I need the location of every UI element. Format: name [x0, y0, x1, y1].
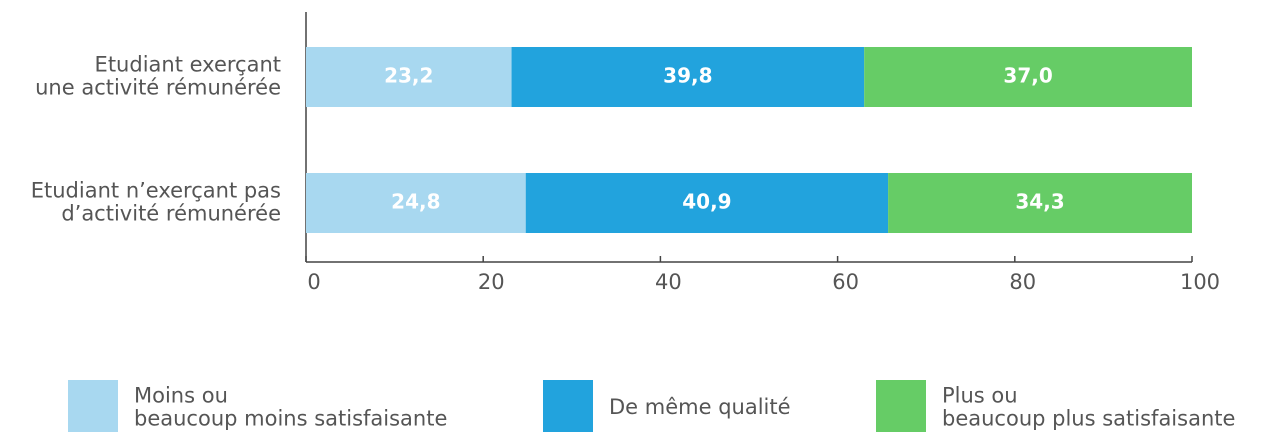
- x-tick-label: 60: [832, 270, 859, 294]
- bar-segment: [306, 173, 526, 233]
- data-label: 37,0: [1003, 64, 1052, 88]
- bar-segment: [525, 173, 889, 233]
- legend-label: Moins ou beaucoup moins satisfaisante: [134, 383, 447, 430]
- data-label: 40,9: [682, 190, 731, 214]
- bar-segment: [864, 47, 1192, 107]
- legend-swatch: [876, 380, 926, 432]
- data-label: 23,2: [384, 64, 433, 88]
- x-tick-label: 40: [655, 270, 682, 294]
- x-tick-label: 80: [1009, 270, 1036, 294]
- data-label: 34,3: [1015, 190, 1064, 214]
- bar-segment: [306, 47, 512, 107]
- bar-segment: [888, 173, 1192, 233]
- data-label: 39,8: [663, 64, 712, 88]
- x-tick-label: 0: [307, 270, 320, 294]
- data-label: 24,8: [391, 190, 440, 214]
- x-tick-label: 100: [1180, 270, 1220, 294]
- legend-swatch: [543, 380, 593, 432]
- legend-label: De même qualité: [609, 395, 791, 419]
- bar-segment: [511, 47, 865, 107]
- category-label: Etudiant exerçant une activité rémunérée: [35, 52, 281, 99]
- legend-label: Plus ou beaucoup plus satisfaisante: [942, 383, 1235, 430]
- legend-swatch: [68, 380, 118, 432]
- x-tick-label: 20: [478, 270, 505, 294]
- category-label: Etudiant n’exerçant pas d’activité rémuné…: [31, 178, 281, 225]
